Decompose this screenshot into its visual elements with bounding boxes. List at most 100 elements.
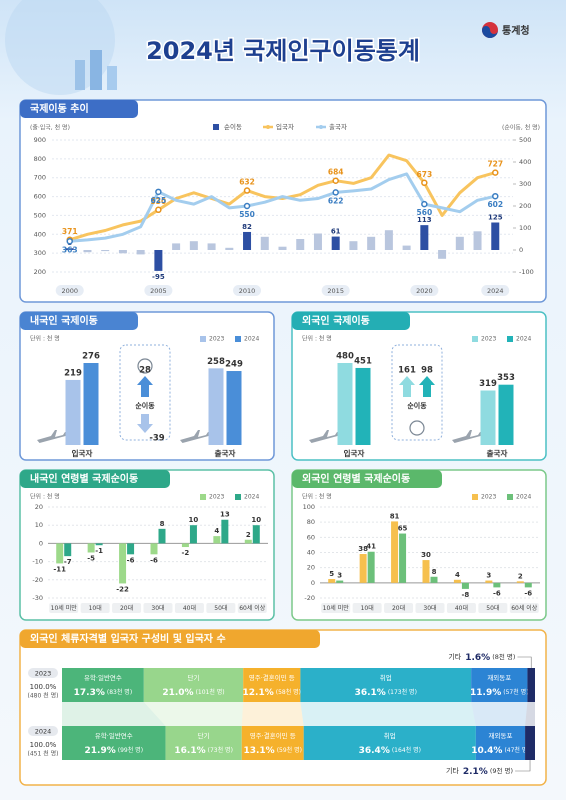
bar bbox=[336, 580, 344, 583]
data-label: 65 bbox=[398, 525, 408, 533]
section-box bbox=[291, 469, 547, 621]
data-label: 8 bbox=[432, 568, 437, 576]
segment-value: 12.1% (58천 명) bbox=[243, 688, 302, 698]
x-tick-label: 20대 bbox=[120, 604, 133, 612]
data-label: 249 bbox=[225, 360, 243, 370]
segment-pct: 1.6% bbox=[465, 653, 490, 663]
net-label: 순이동 bbox=[407, 401, 427, 410]
y-tick-label: 300 bbox=[34, 249, 46, 257]
category-label: 입국자 bbox=[344, 448, 365, 458]
plane-icon bbox=[37, 430, 67, 443]
segment-name: 유학·일반연수 bbox=[95, 731, 133, 740]
row-total: 100.0% bbox=[30, 741, 57, 749]
section-box bbox=[19, 99, 547, 303]
data-label: -2 bbox=[182, 549, 190, 557]
bar bbox=[367, 551, 375, 583]
net-box bbox=[391, 344, 443, 441]
y-tick-label: 20 bbox=[307, 564, 315, 572]
segment-pct: 13.1% bbox=[243, 746, 274, 756]
legend-swatch bbox=[235, 336, 241, 342]
legend-swatch bbox=[235, 494, 241, 500]
segment-count: (9천 명) bbox=[490, 766, 513, 775]
plane-icon bbox=[452, 430, 482, 443]
category-pill bbox=[143, 603, 173, 613]
legend-swatch bbox=[200, 336, 206, 342]
legend-label: 입국자 bbox=[276, 122, 294, 131]
bar bbox=[461, 582, 469, 589]
x-tick-label: 40대 bbox=[183, 604, 196, 612]
net-bar bbox=[189, 241, 198, 250]
legend-label: 2023 bbox=[481, 494, 496, 501]
category-pill bbox=[478, 603, 508, 613]
data-label: 5 bbox=[329, 570, 334, 578]
category-label: 입국자 bbox=[72, 448, 93, 458]
bar bbox=[65, 379, 81, 445]
line-point bbox=[421, 179, 428, 187]
segment-count: (47천 명) bbox=[504, 746, 529, 754]
data-label: 371 bbox=[62, 227, 78, 236]
data-label: 622 bbox=[328, 196, 344, 205]
net-bar bbox=[65, 248, 74, 250]
section-tab bbox=[292, 470, 442, 488]
globe-icon bbox=[137, 358, 153, 374]
data-label: 8 bbox=[160, 520, 165, 528]
category-pill bbox=[446, 603, 476, 613]
legend-swatch bbox=[472, 336, 478, 342]
decoration bbox=[107, 66, 117, 90]
x-tick-label: 40대 bbox=[455, 604, 468, 612]
net-bar bbox=[225, 247, 234, 250]
data-label: 125 bbox=[488, 214, 503, 222]
segment-name: 영주·결혼이민 등 bbox=[250, 731, 296, 740]
data-label: 38 bbox=[358, 545, 368, 553]
segment-value: 21.9% (99천 명) bbox=[85, 746, 144, 756]
y2-tick-label: 200 bbox=[519, 202, 531, 210]
y-tick-label: -20 bbox=[32, 576, 43, 584]
net-bar bbox=[154, 250, 163, 271]
bar bbox=[430, 576, 438, 583]
net-bar bbox=[118, 250, 127, 254]
segment-value: 17.3% (83천 명) bbox=[74, 688, 132, 698]
net-bar bbox=[83, 250, 92, 253]
bar bbox=[485, 580, 493, 583]
data-label: 560 bbox=[417, 208, 433, 217]
logo-text: 통계청 bbox=[502, 24, 530, 37]
segment bbox=[62, 726, 166, 760]
data-label: 625 bbox=[151, 196, 167, 205]
net-bar bbox=[384, 230, 393, 250]
segment-pct: 17.3% bbox=[74, 688, 105, 698]
segment-value: 36.1% (173천 명) bbox=[355, 688, 417, 698]
line-point bbox=[492, 192, 499, 200]
segment bbox=[527, 668, 535, 702]
section-tab bbox=[20, 100, 138, 118]
plane-icon bbox=[180, 430, 210, 443]
bar bbox=[87, 543, 95, 553]
connector bbox=[525, 702, 535, 726]
connector bbox=[471, 702, 528, 726]
x-tick-label: 30대 bbox=[151, 604, 164, 612]
bar bbox=[181, 543, 189, 548]
net-bar bbox=[491, 222, 500, 250]
data-label: 2 bbox=[246, 531, 251, 539]
net-bar bbox=[296, 239, 305, 250]
segment-name: 재외동포 bbox=[489, 732, 513, 740]
segment-pct: 10.4% bbox=[471, 746, 502, 756]
net-bar bbox=[207, 243, 216, 250]
segment-value: 10.4% (47천 명) bbox=[471, 746, 530, 756]
data-label: 3 bbox=[337, 572, 342, 580]
data-label: 41 bbox=[366, 543, 376, 551]
y-tick-label: 900 bbox=[34, 136, 46, 144]
data-label: 81 bbox=[390, 512, 400, 520]
data-label: 451 bbox=[354, 356, 372, 366]
unit-label: 단위 : 천 명 bbox=[302, 335, 332, 343]
legend-swatch bbox=[319, 125, 323, 129]
net-value: -39 bbox=[149, 434, 164, 444]
bar bbox=[208, 368, 224, 445]
bar bbox=[83, 363, 99, 445]
bar bbox=[422, 560, 430, 583]
segment bbox=[471, 668, 528, 702]
decoration bbox=[75, 60, 85, 90]
line-point bbox=[332, 177, 339, 184]
category-pill bbox=[112, 603, 142, 613]
section-tab bbox=[20, 630, 320, 648]
